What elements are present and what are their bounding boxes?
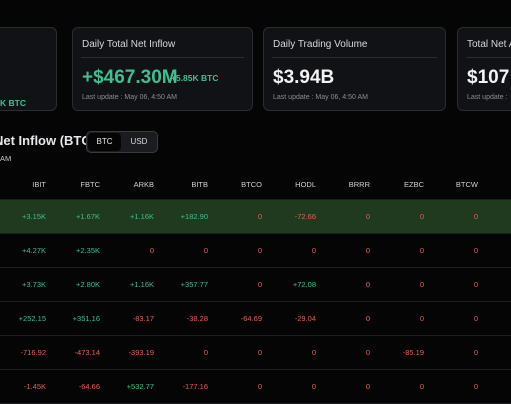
toggle-option[interactable]: USD [130,137,148,146]
table-cell: 0 [365,314,370,323]
row-separator [0,369,511,370]
table-cell: -393.19 [128,348,154,357]
card-update: Last update : [467,94,508,101]
table-cell: 0 [473,314,478,323]
card: Daily Total Net Inflow +$467.30M +5.85K … [72,27,253,111]
card-value: $107 [467,67,510,88]
row-highlight [0,200,511,233]
table-cell: 0 [473,280,478,289]
row-separator [0,233,511,234]
card-value: $3.94B [273,67,335,88]
table-cell: 0 [473,246,478,255]
table-cell: +532.77 [126,382,154,391]
column-header: EZBC [403,180,424,189]
table-cell: +4.27K [22,246,46,255]
table-cell: +1.16K [130,280,154,289]
table-cell: 0 [257,212,262,221]
card-value: +$467.30M [82,67,178,88]
column-header: BITB [191,180,208,189]
divider [272,57,437,58]
row-separator [0,301,511,302]
table-cell: +1.67K [76,212,100,221]
table-cell: -177.16 [182,382,208,391]
card-title: Total Net A [467,39,511,50]
row-separator [0,335,511,336]
table-cell: -473.14 [74,348,100,357]
table-cell: +2.35K [76,246,100,255]
table-cell: -64.66 [78,382,100,391]
column-header: FBTC [80,180,100,189]
table-cell: 0 [365,348,370,357]
table-cell: 0 [365,246,370,255]
table-cell: 0 [473,212,478,221]
table-cell: 0 [419,212,424,221]
card-sub: K BTC [0,98,26,108]
table-cell: 0 [257,280,262,289]
row-separator [0,199,511,200]
table-cell: -38.28 [186,314,208,323]
toggle-option[interactable]: BTC [88,133,121,151]
table-cell: -83.17 [132,314,154,323]
column-header: BTCW [455,180,478,189]
table-cell: -64.69 [240,314,262,323]
divider [466,57,511,58]
table-cell: +72.08 [292,280,316,289]
card-update: Last update : May 06, 4:50 AM [82,94,177,101]
table-cell: -716.92 [20,348,46,357]
section-note: AM [0,154,12,163]
table-cell: 0 [149,246,154,255]
column-header: BRRR [348,180,370,189]
table-cell: 0 [257,246,262,255]
table-cell: -85.19 [402,348,424,357]
table-cell: +252.15 [18,314,46,323]
table-cell: 0 [419,280,424,289]
table-cell: 0 [419,314,424,323]
column-header: ARKB [133,180,154,189]
table-cell: 0 [311,382,316,391]
table-cell: 0 [365,280,370,289]
table-cell: +3.73K [22,280,46,289]
table-cell: 0 [257,348,262,357]
table-cell: 0 [203,246,208,255]
table-cell: 0 [311,246,316,255]
table-cell: +351.16 [72,314,100,323]
table-cell: 0 [311,348,316,357]
section-title: Net Inflow (BTC) [0,133,96,148]
card-update: Last update : May 06, 4:50 AM [273,94,368,101]
row-separator [0,267,511,268]
card-title: Daily Trading Volume [273,39,368,50]
table-cell: 0 [203,348,208,357]
table-cell: -72.66 [294,212,316,221]
table-cell: +1.16K [130,212,154,221]
card: Daily Trading Volume $3.94B Last update … [263,27,446,111]
table-cell: -29.04 [294,314,316,323]
table-cell: 0 [365,212,370,221]
column-header: HODL [295,180,316,189]
table-cell: 0 [365,382,370,391]
card: Total Net A $107 Last update : [457,27,511,111]
table-cell: 0 [419,246,424,255]
table-cell: 0 [419,382,424,391]
table-cell: +182.90 [180,212,208,221]
table-cell: +2.80K [76,280,100,289]
toggle: BTC USD [86,131,158,153]
table-cell: -1.45K [23,382,46,391]
table-cell: 0 [257,382,262,391]
card-sub: +5.85K BTC [171,73,219,83]
table-cell: +357.77 [180,280,208,289]
table-cell: 0 [473,382,478,391]
table-cell: +3.15K [22,212,46,221]
card-title: Daily Total Net Inflow [82,39,176,50]
card: K BTC [0,27,57,111]
table-cell: 0 [473,348,478,357]
column-header: IBIT [32,180,46,189]
column-header: BTCO [241,180,262,189]
divider [81,57,244,58]
